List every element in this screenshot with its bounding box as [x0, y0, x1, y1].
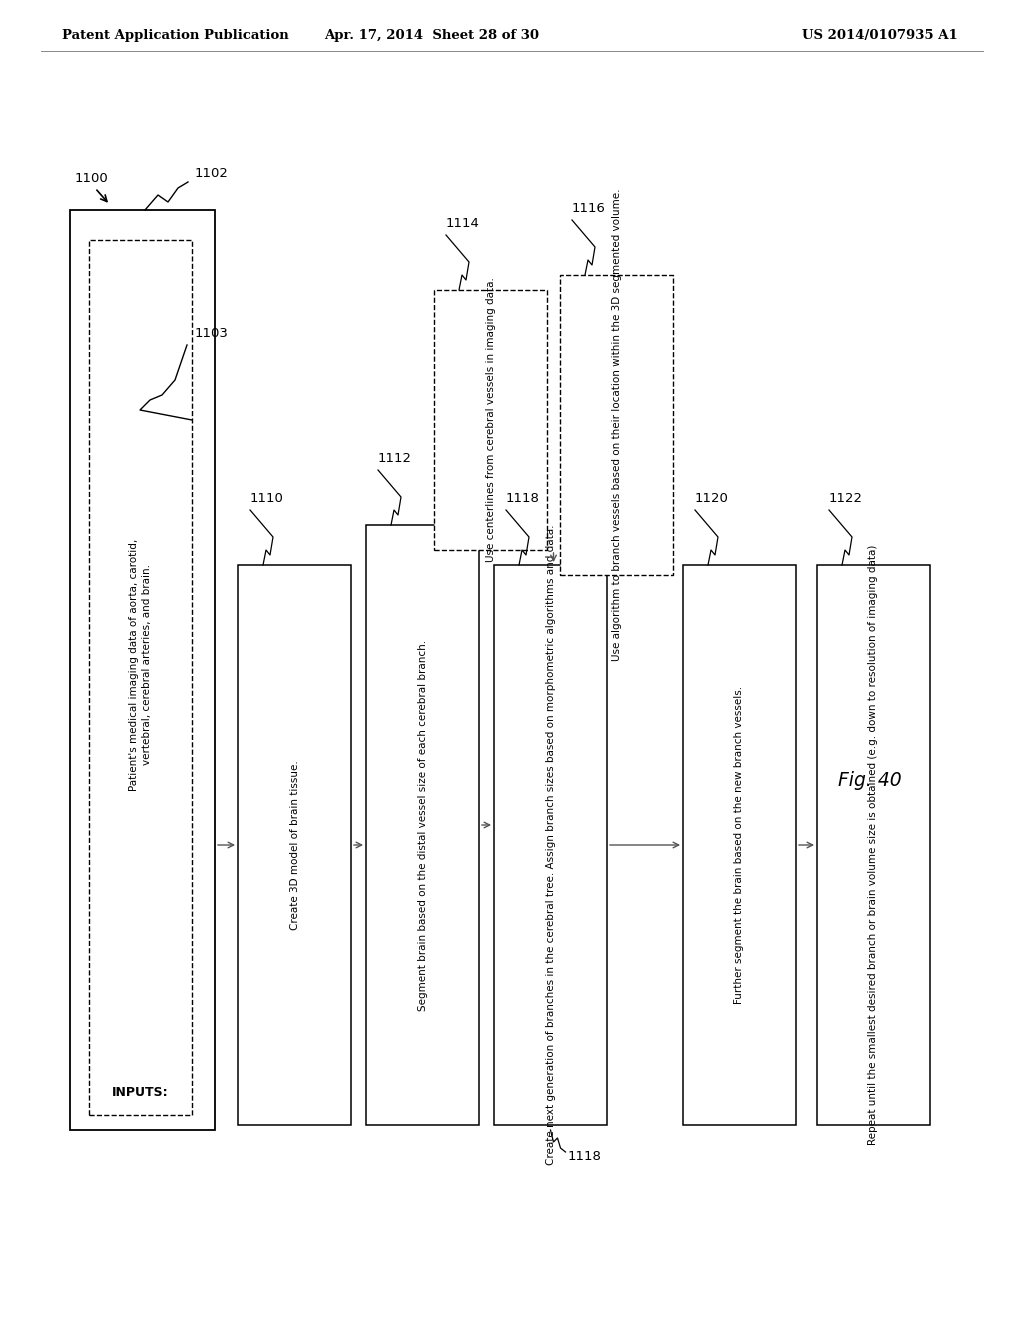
Bar	[817, 565, 930, 1125]
Bar	[560, 275, 673, 576]
Text: 1102: 1102	[195, 168, 229, 180]
Text: Fig. 40: Fig. 40	[839, 771, 902, 789]
Bar	[434, 290, 547, 550]
Text: Patent Application Publication: Patent Application Publication	[62, 29, 289, 42]
Text: Repeat until the smallest desired branch or brain volume size is obtained (e.g. : Repeat until the smallest desired branch…	[868, 545, 879, 1146]
Text: Further segment the brain based on the new branch vessels.: Further segment the brain based on the n…	[734, 686, 744, 1005]
Bar	[683, 565, 796, 1125]
Text: INPUTS:: INPUTS:	[113, 1085, 169, 1098]
Bar	[89, 240, 193, 1115]
Text: 1103: 1103	[195, 327, 229, 341]
Text: Segment brain based on the distal vessel size of each cerebral branch.: Segment brain based on the distal vessel…	[418, 639, 427, 1011]
Bar	[70, 210, 215, 1130]
Text: 1110: 1110	[250, 492, 284, 506]
Text: 1112: 1112	[378, 451, 412, 465]
Text: Create 3D model of brain tissue.: Create 3D model of brain tissue.	[290, 760, 299, 929]
Text: 1118: 1118	[567, 1150, 601, 1163]
Text: 1120: 1120	[695, 492, 729, 506]
Text: 1100: 1100	[75, 172, 109, 185]
Bar	[366, 525, 479, 1125]
Text: Apr. 17, 2014  Sheet 28 of 30: Apr. 17, 2014 Sheet 28 of 30	[325, 29, 540, 42]
Text: 1118: 1118	[506, 492, 540, 506]
Text: 1114: 1114	[446, 216, 480, 230]
Text: Use centerlines from cerebral vessels in imaging data.: Use centerlines from cerebral vessels in…	[485, 277, 496, 562]
Text: Patient's medical imaging data of aorta, carotid,
vertebral, cerebral arteries, : Patient's medical imaging data of aorta,…	[129, 539, 153, 791]
Text: US 2014/0107935 A1: US 2014/0107935 A1	[802, 29, 958, 42]
Text: 1116: 1116	[572, 202, 606, 215]
Bar	[238, 565, 351, 1125]
Text: Use algorithm to branch vessels based on their location within the 3D segmented : Use algorithm to branch vessels based on…	[611, 189, 622, 661]
Bar	[494, 565, 607, 1125]
Text: 1122: 1122	[829, 492, 863, 506]
Text: Create next generation of branches in the cerebral tree. Assign branch sizes bas: Create next generation of branches in th…	[546, 525, 555, 1166]
